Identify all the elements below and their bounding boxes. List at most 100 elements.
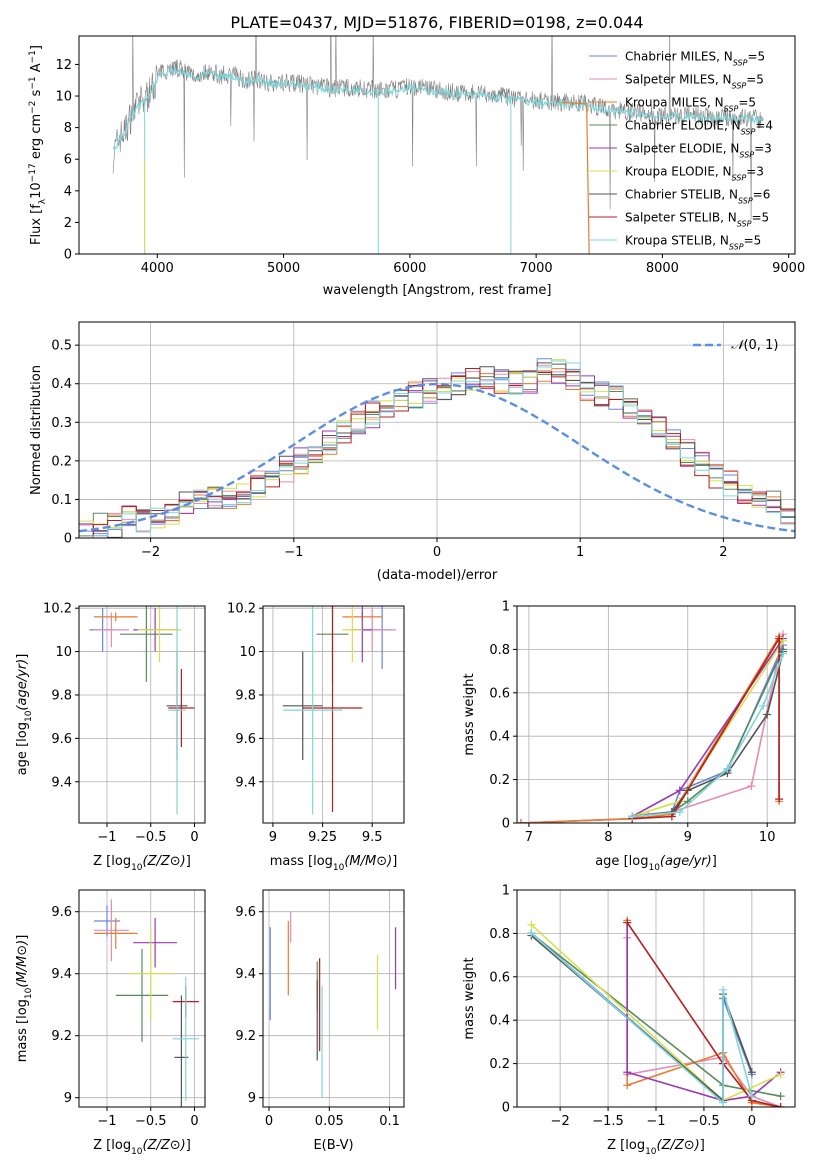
legend-entry-text: =3 (754, 142, 772, 156)
y-axis-label-part: 10 (24, 987, 34, 999)
x-tick-label: 8 (604, 830, 612, 845)
y-axis-label-part: s (29, 89, 44, 100)
y-tick-label: 9.6 (235, 905, 256, 920)
y-axis-label-part: −1 (28, 76, 38, 89)
weight-marker (775, 795, 784, 804)
x-axis-label: E(B-V) (313, 1138, 353, 1153)
x-axis-label-part: Z [log (93, 1138, 131, 1153)
weight-line (626, 922, 781, 1107)
weight-marker (623, 1068, 632, 1077)
x-tick-label: −1 (97, 1114, 116, 1129)
weight-marker (779, 649, 788, 658)
axes-frame (78, 889, 206, 1108)
y-tick-label: 9.8 (235, 688, 256, 703)
x-tick-label: 0 (190, 830, 198, 845)
y-axis-label-part: ] (15, 935, 30, 940)
legend-entry-text: Salpeter ELODIE, N (625, 142, 739, 156)
legend-entry: Chabrier ELODIE, NSSP=4 (625, 119, 773, 137)
legend-entry-text: =6 (753, 188, 771, 202)
y-axis-label: mass [log10(M/M⊙)] (15, 935, 34, 1063)
chart-mass_vs_EBV: 0 0.05 0.1 9 9.2 9.4 9.6 E(B-V) (235, 889, 405, 1153)
weight-line (530, 932, 753, 1103)
y-tick-label: 0 (502, 817, 510, 832)
axes-frame (262, 889, 405, 1108)
y-axis-label-part: λ (38, 198, 48, 204)
legend-entry: Salpeter ELODIE, NSSP=3 (625, 142, 772, 160)
plot-area-mass_vs_EBV (269, 911, 397, 1098)
y-tick-label: 0.2 (51, 454, 72, 469)
y-tick-label: 10.2 (43, 602, 72, 617)
x-tick-label: 9000 (772, 261, 805, 276)
legend-entry-sub: SSP (741, 127, 756, 136)
y-tick-label: 0.1 (51, 493, 72, 508)
weight-marker (776, 1103, 785, 1107)
x-axis-label-part: (age/yr) (660, 854, 712, 869)
model-drop-line (561, 101, 590, 254)
legend-entry-text: Kroupa ELODIE, N (625, 165, 732, 179)
legend-entry-sub: SSP (733, 58, 748, 67)
y-tick-label: 0.2 (489, 773, 510, 788)
x-axis-label-part: 10 (645, 1147, 657, 1157)
plot-area-age_vs_Z (89, 606, 195, 815)
y-tick-label: 9.6 (51, 732, 72, 747)
x-axis-label-part: 10 (131, 1147, 143, 1157)
legend-entry-sub: SSP (739, 150, 754, 159)
axes-frame (516, 605, 796, 824)
x-axis-label-part: (Z/Z⊙) (657, 1138, 700, 1153)
x-tick-label: 0 (265, 1114, 273, 1129)
x-tick-label: 1 (576, 545, 584, 560)
y-tick-label: 9.4 (235, 967, 256, 982)
x-axis-label: (data-model)/error (377, 568, 498, 583)
legend-entry: Kroupa STELIB, NSSP=5 (625, 234, 761, 252)
x-tick-label: −1 (284, 545, 303, 560)
x-axis-label-part: age [log (595, 854, 648, 869)
weight-line (632, 653, 784, 818)
x-tick-label: −0.5 (135, 1114, 167, 1129)
legend-entry-sub: SSP (738, 196, 753, 205)
model-spectrum-line (112, 65, 764, 152)
weight-marker (675, 786, 684, 795)
y-axis-label-part: ] (29, 45, 44, 50)
y-axis-label-part: 10 (24, 710, 34, 722)
x-tick-label: −1 (646, 1114, 665, 1129)
x-tick-label: −2 (551, 1114, 570, 1129)
plot-area-spectrum (112, 36, 764, 254)
plot-area-mass_vs_Z (93, 899, 199, 1107)
x-tick-label: 8000 (646, 261, 679, 276)
axes-frame (78, 605, 206, 824)
x-axis-label-part: mass [log (270, 854, 333, 869)
x-axis-label-part: ] (700, 1138, 705, 1153)
weight-marker (517, 819, 525, 823)
legend-entry: Salpeter MILES, NSSP=5 (625, 73, 764, 91)
legend-entry: Salpeter STELIB, NSSP=5 (625, 211, 769, 229)
weight-marker (719, 1098, 728, 1107)
legend-entry-text: Salpeter STELIB, N (625, 211, 737, 225)
y-tick-label: 9.6 (51, 905, 72, 920)
y-tick-label: 0.4 (489, 730, 510, 745)
y-tick-label: 9 (64, 1091, 72, 1106)
x-tick-label: −1 (97, 830, 116, 845)
normal-reference-curve (79, 382, 795, 533)
x-tick-label: −0.5 (688, 1114, 720, 1129)
y-tick-label: 2 (64, 216, 72, 231)
weight-marker (527, 920, 536, 929)
legend-entry-sub: SSP (732, 81, 747, 90)
weight-marker (623, 918, 632, 927)
x-axis-label-part: ] (712, 854, 717, 869)
legend-entry-text: Kroupa MILES, N (625, 96, 724, 110)
x-tick-label: 7000 (520, 261, 553, 276)
y-tick-label: 10.2 (227, 602, 256, 617)
y-tick-label: 12 (55, 58, 72, 73)
y-tick-label: 0 (64, 248, 72, 263)
y-axis-label-part: ] (15, 654, 30, 659)
y-axis-label-part: 10 (29, 182, 44, 199)
figure-title: PLATE=0437, MJD=51876, FIBERID=0198, z=0… (230, 13, 643, 32)
x-tick-label: −1.5 (592, 1114, 624, 1129)
y-tick-label: 0.8 (489, 643, 510, 658)
legend-entry-text: (0, 1) (743, 338, 778, 353)
y-axis-label-part: erg cm (29, 114, 44, 163)
y-axis-label-part: −2 (28, 101, 38, 114)
weight-marker (723, 764, 732, 773)
